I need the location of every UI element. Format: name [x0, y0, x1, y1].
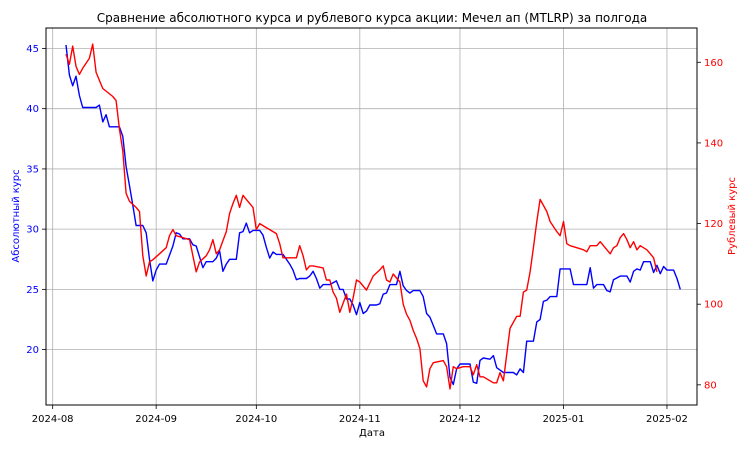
y-axis-right-title: Рублевый курс	[727, 177, 738, 255]
chart-title: Сравнение абсолютного курса и рублевого …	[97, 11, 647, 25]
y-left-tick-label: 45	[26, 44, 39, 55]
y-left-tick-label: 20	[26, 345, 39, 356]
plot-frame	[45, 27, 698, 406]
absolute-price-line	[65, 44, 681, 386]
y-right-tick-label: 120	[704, 219, 723, 230]
grid	[46, 28, 697, 405]
x-tick-label: 2024-10	[235, 414, 277, 425]
y-axis-left-title: Абсолютный курс	[11, 169, 22, 262]
y-right-tick-label: 80	[704, 380, 717, 391]
x-tick-label: 2024-08	[32, 414, 74, 425]
x-tick-label: 2025-01	[543, 414, 585, 425]
x-tick-label: 2024-12	[439, 414, 481, 425]
y-left-tick-label: 30	[26, 225, 39, 236]
y-right-tick-label: 160	[704, 58, 723, 69]
x-axis-title: Дата	[359, 428, 385, 439]
ruble-price-line	[65, 43, 658, 390]
y-left-tick-label: 40	[26, 104, 39, 115]
y-right-tick-label: 100	[704, 300, 723, 311]
x-axis: 2024-08 2024-09 2024-10 2024-11 2024-12 2025-…	[32, 405, 688, 425]
y-axis-right: 80 100 120 140 160	[697, 58, 723, 391]
x-tick-label: 2025-02	[646, 414, 688, 425]
series-lines	[65, 43, 681, 390]
y-left-tick-label: 35	[26, 164, 39, 175]
x-tick-label: 2024-11	[339, 414, 381, 425]
y-right-tick-label: 140	[704, 138, 723, 149]
x-tick-label: 2024-09	[135, 414, 177, 425]
y-left-tick-label: 25	[26, 285, 39, 296]
y-axis-left: 20 25 30 35 40 45	[26, 44, 46, 356]
